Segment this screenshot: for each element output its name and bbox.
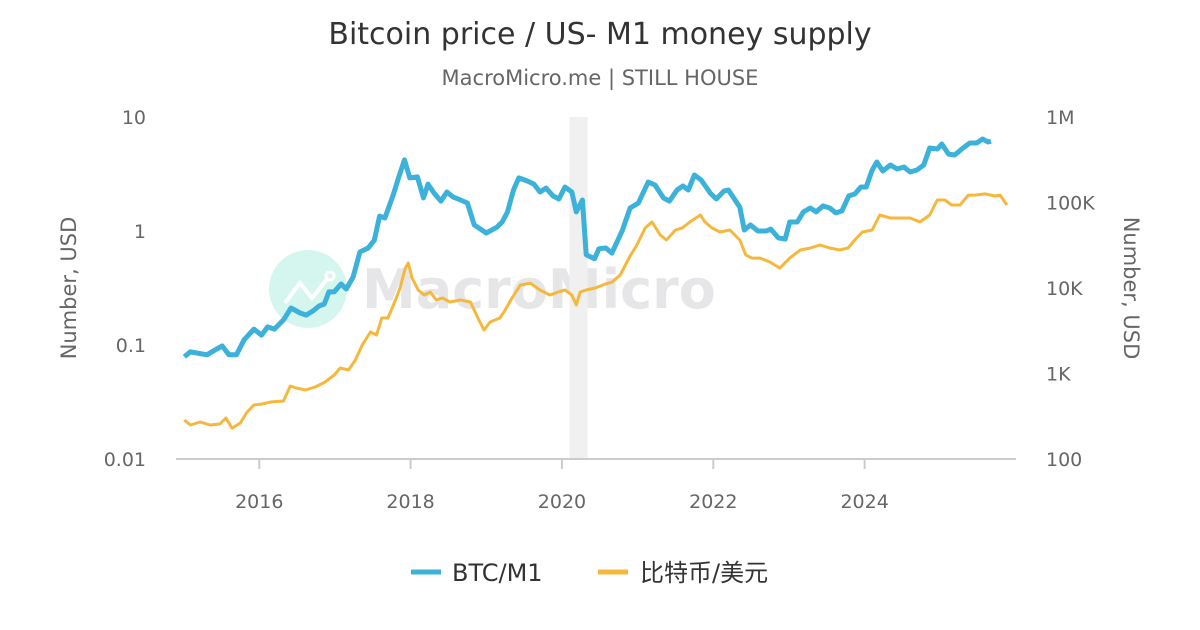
legend-item-btc-m1[interactable]: BTC/M1: [411, 559, 543, 587]
y-right-tick-label: 100K: [1046, 193, 1095, 215]
x-tick-label: 2024: [840, 491, 888, 513]
y-right-tick-label: 100: [1046, 449, 1082, 471]
watermark-logo-dot: [324, 270, 336, 282]
y-left-tick-label: 1: [134, 221, 146, 243]
legend-item-btc-usd[interactable]: 比特币/美元: [598, 559, 768, 587]
y-left-tick-label: 10: [122, 107, 146, 129]
y-left-tick-label: 0.01: [104, 449, 146, 471]
shaded-band: [569, 117, 588, 459]
y-left-tick-label: 0.1: [116, 335, 146, 357]
watermark-logo-line: [283, 276, 330, 305]
legend: BTC/M1 比特币/美元: [411, 559, 768, 587]
x-tick-label: 2018: [386, 491, 434, 513]
x-tick-label: 2016: [235, 491, 283, 513]
y-right-tick-label: 10K: [1046, 278, 1083, 300]
chart-title: Bitcoin price / US- M1 money supply: [328, 17, 871, 52]
y-axis-left-label: Number, USD: [57, 217, 81, 360]
legend-label-btc-usd: 比特币/美元: [640, 559, 768, 587]
chart-subtitle: MacroMicro.me | STILL HOUSE: [442, 66, 759, 91]
x-tick-label: 2022: [689, 491, 737, 513]
legend-label-btc-m1: BTC/M1: [452, 559, 543, 587]
y-axis-right-label: Number, USD: [1119, 217, 1143, 360]
series-line-btc-usd: [183, 192, 1009, 430]
y-right-tick-label: 1M: [1046, 107, 1074, 129]
series-line-btc-m1: [182, 136, 992, 359]
y-right-tick-label: 1K: [1046, 364, 1071, 386]
x-tick-label: 2020: [538, 491, 586, 513]
